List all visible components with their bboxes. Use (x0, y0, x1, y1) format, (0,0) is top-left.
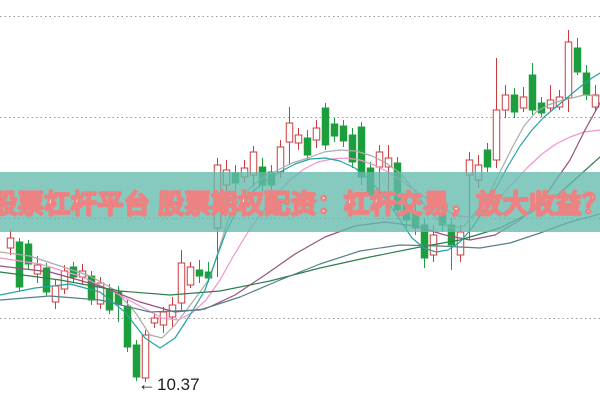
headline-banner: 股票杠杆平台 股票期权配资：杠杆交易，放大收益？ (0, 172, 600, 232)
low-price-label: 10.37 (157, 374, 200, 394)
ma-lines-group (0, 72, 600, 349)
ma-steel (0, 213, 600, 313)
ma-fast-gray (0, 94, 600, 339)
headline-text: 股票杠杆平台 股票期权配资：杠杆交易，放大收益？ (0, 188, 600, 219)
ma-teal (0, 72, 600, 349)
low-price-annotation: ← 10.37 (138, 375, 200, 393)
left-arrow-icon: ← (138, 374, 156, 394)
